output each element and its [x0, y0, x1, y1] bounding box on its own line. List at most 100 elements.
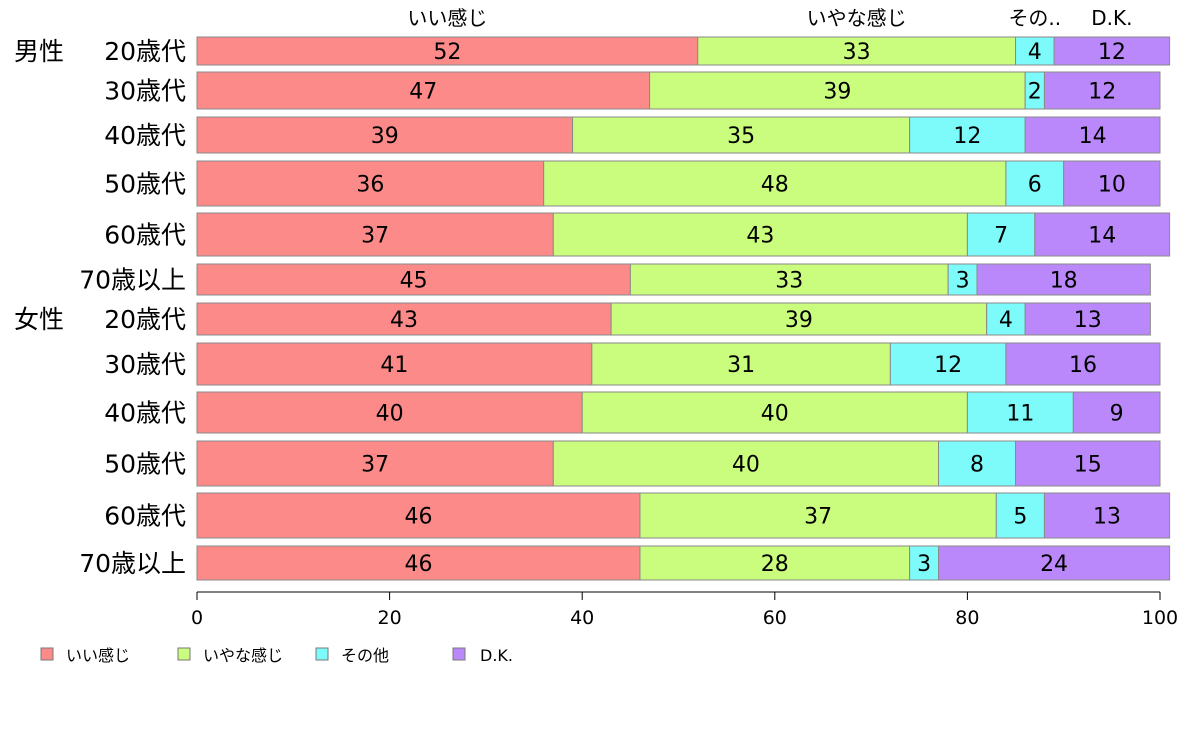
data-label: 52 [433, 40, 461, 65]
bar-segment [1015, 440, 1161, 487]
row-label: 60歳代 [104, 221, 186, 250]
bar-segment [1043, 71, 1161, 110]
bar-segment [976, 263, 1151, 296]
bar-segment [591, 342, 891, 386]
row-label: 30歳代 [104, 350, 186, 379]
bar-segment [572, 116, 911, 154]
bar-segment [196, 263, 631, 296]
data-label: 31 [727, 353, 755, 378]
segment-header-labels: いい感じ いやな感じ その.. D.K. [407, 6, 1132, 30]
legend-label: D.K. [480, 646, 513, 665]
data-label: 37 [361, 453, 389, 478]
bar-segment [649, 71, 1026, 110]
bar-segment [196, 302, 612, 336]
bar-segment [1072, 391, 1161, 434]
data-label: 10 [1098, 173, 1126, 198]
bar-segment [1053, 36, 1171, 66]
data-label: 40 [376, 402, 404, 427]
data-label: 48 [761, 173, 789, 198]
data-label: 12 [1098, 40, 1126, 65]
bar-segment [697, 36, 1017, 66]
bar-segment [909, 545, 940, 581]
bar-segment [1005, 342, 1161, 386]
data-label: 39 [785, 308, 813, 333]
legend-swatch [315, 647, 329, 661]
data-label: 12 [934, 353, 962, 378]
data-label: 40 [732, 453, 760, 478]
bar-segment [1043, 492, 1171, 539]
row-label: 40歳代 [104, 399, 186, 428]
group-label: 女性 [14, 305, 64, 334]
legend-swatch [452, 647, 466, 661]
row-label: 50歳代 [104, 450, 186, 479]
data-label: 13 [1074, 308, 1102, 333]
bar-segment [610, 302, 988, 336]
bar-segment [1024, 302, 1151, 336]
data-label: 46 [404, 552, 432, 577]
bar-segment [966, 212, 1036, 257]
data-label: 40 [761, 402, 789, 427]
legend-label: いい感じ [66, 646, 130, 665]
x-axis: 0 20 40 60 80 100 [191, 591, 1178, 629]
data-label: 14 [1088, 224, 1116, 249]
bar-segment [552, 440, 940, 487]
data-label: 33 [775, 269, 803, 294]
group-label: 男性 [14, 37, 64, 66]
legend-swatch [177, 647, 191, 661]
row-label: 30歳代 [104, 77, 186, 106]
data-label: 4 [1028, 40, 1042, 65]
legend: いい感じ いやな感じ その他 D.K. [40, 646, 513, 665]
bar-segment [196, 212, 554, 257]
legend-label: いやな感じ [203, 646, 283, 665]
bar-segment [581, 391, 968, 434]
data-label: 15 [1074, 453, 1102, 478]
bar-segment [629, 263, 949, 296]
row-label: 20歳代 [104, 305, 186, 334]
data-label: 46 [404, 505, 432, 530]
data-label: 4 [999, 308, 1013, 333]
row-label: 60歳代 [104, 502, 186, 531]
bar-segment [947, 263, 978, 296]
data-label: 37 [804, 505, 832, 530]
bar-segment [1063, 160, 1161, 207]
data-label: 13 [1093, 505, 1121, 530]
x-tick-label: 40 [570, 607, 594, 629]
bar-segment [196, 545, 641, 581]
bar-segment [196, 160, 545, 207]
data-label: 45 [400, 269, 428, 294]
bar-segment [1015, 36, 1055, 66]
data-label: 37 [361, 224, 389, 249]
bar-segment [552, 212, 968, 257]
data-label: 12 [953, 124, 981, 149]
data-label: 3 [956, 269, 970, 294]
data-label: 3 [917, 552, 931, 577]
data-label: 16 [1069, 353, 1097, 378]
data-label: 12 [1088, 80, 1116, 105]
segment-header-label: その.. [1008, 6, 1061, 30]
bar-segment [196, 440, 554, 487]
x-tick-label: 80 [955, 607, 979, 629]
data-label: 8 [970, 453, 984, 478]
row-label: 70歳以上 [79, 549, 186, 578]
data-label: 5 [1013, 505, 1027, 530]
bar-segment [639, 492, 997, 539]
data-label: 28 [761, 552, 789, 577]
data-label: 36 [356, 173, 384, 198]
row-label: 40歳代 [104, 121, 186, 150]
bar-segment [1034, 212, 1171, 257]
bar-segment [196, 71, 651, 110]
data-label: 39 [371, 124, 399, 149]
bar-segment [889, 342, 1007, 386]
bar-segment [909, 116, 1026, 154]
bar-segment [1005, 160, 1065, 207]
data-label: 43 [390, 308, 418, 333]
row-label: 50歳代 [104, 170, 186, 199]
bar-segment [986, 302, 1026, 336]
segment-header-label: いやな感じ [807, 6, 907, 30]
data-label: 7 [994, 224, 1008, 249]
row-label: 20歳代 [104, 37, 186, 66]
data-label: 18 [1050, 269, 1078, 294]
x-tick-label: 20 [378, 607, 402, 629]
